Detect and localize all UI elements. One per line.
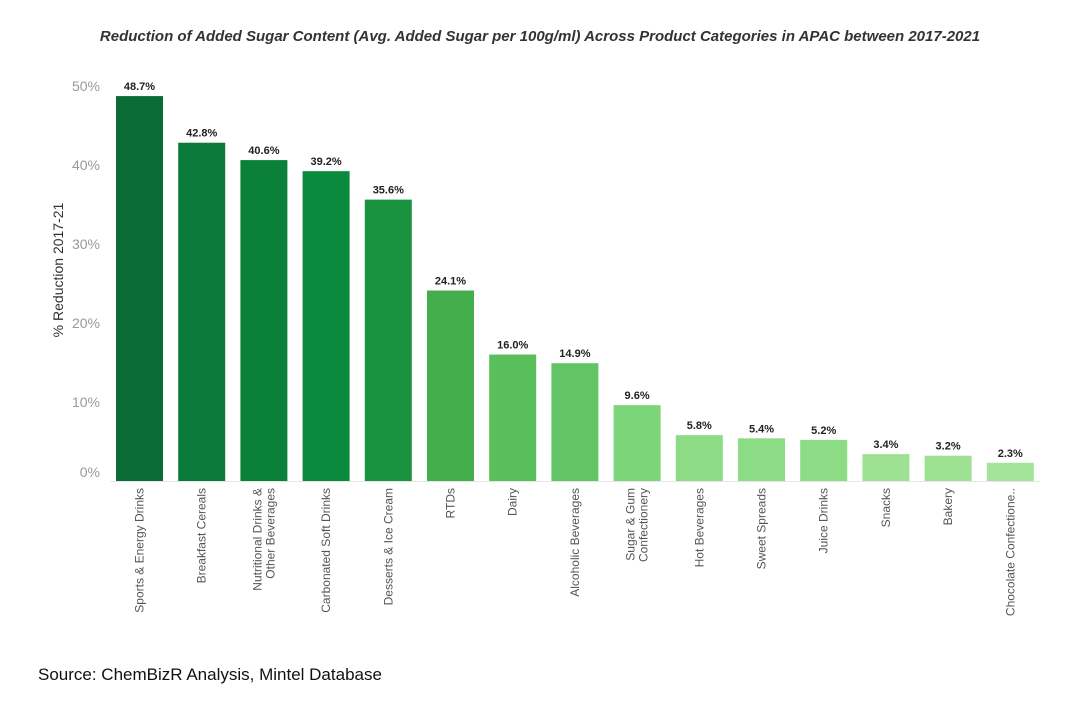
y-tick-label: 10% — [72, 394, 100, 410]
bar — [551, 363, 599, 481]
x-tick-label: Bakery — [941, 488, 955, 525]
x-tick-label: Alcoholic Beverages — [568, 488, 582, 597]
y-tick-label: 0% — [80, 464, 100, 480]
y-axis-title: % Reduction 2017-21 — [50, 202, 66, 337]
data-label: 5.4% — [749, 423, 774, 435]
x-tick-label: RTDs — [444, 488, 458, 518]
x-tick-label: Carbonated Soft Drinks — [319, 488, 333, 613]
x-tick-label: Juice Drinks — [817, 488, 831, 553]
data-label: 5.8% — [687, 420, 712, 432]
data-label: 42.8% — [186, 128, 217, 140]
data-label: 9.6% — [625, 390, 650, 402]
x-tick-label-line: Dairy — [506, 488, 520, 516]
x-tick-label: Desserts & Ice Cream — [381, 488, 395, 605]
x-tick-label: Sugar & Gum Confectionery — [624, 488, 651, 562]
x-tick-label-line: Chocolate Confectione.. — [1003, 488, 1017, 616]
bar — [178, 142, 226, 481]
y-tick-label: 20% — [72, 315, 100, 331]
data-label: 3.4% — [873, 439, 898, 451]
source-note: Source: ChemBizR Analysis, Mintel Databa… — [38, 665, 382, 684]
bar — [489, 354, 537, 481]
data-label: 2.3% — [998, 448, 1023, 460]
data-label: 3.2% — [936, 441, 961, 453]
data-label: 40.6% — [248, 145, 279, 157]
x-tick-label-line: Nutritional Drinks & — [250, 488, 264, 591]
data-label: 39.2% — [310, 156, 341, 168]
y-axis: 0% 10% 20% 30% 40% 50% — [72, 78, 100, 480]
x-tick-label-line: RTDs — [444, 488, 458, 518]
bars — [116, 96, 1034, 481]
x-tick-label-line: Sugar & Gum — [624, 488, 638, 561]
data-label: 35.6% — [373, 185, 404, 197]
bar — [924, 455, 972, 481]
bar — [738, 438, 785, 481]
bar — [986, 462, 1034, 481]
data-label: 24.1% — [435, 276, 466, 288]
bar — [302, 171, 350, 481]
y-tick-label: 40% — [72, 157, 100, 173]
chart-title: Reduction of Added Sugar Content (Avg. A… — [99, 28, 981, 45]
x-tick-label-line: Alcoholic Beverages — [568, 488, 582, 597]
x-tick-label-line: Hot Beverages — [692, 488, 706, 567]
x-tick-label-line: Sweet Spreads — [755, 488, 769, 569]
x-tick-label-line: Desserts & Ice Cream — [381, 488, 395, 605]
x-tick-label-line: Other Beverages — [263, 488, 277, 579]
x-tick-label-line: Juice Drinks — [817, 488, 831, 553]
x-tick-label: Chocolate Confectione.. — [1003, 488, 1017, 616]
bar — [800, 439, 848, 481]
x-tick-label: Breakfast Cereals — [195, 488, 209, 583]
bar — [613, 405, 661, 481]
x-tick-label-line: Carbonated Soft Drinks — [319, 488, 333, 613]
data-label: 14.9% — [559, 348, 590, 360]
bar — [427, 290, 474, 481]
x-tick-label-line: Bakery — [941, 488, 955, 525]
x-tick-label-line: Snacks — [879, 488, 893, 527]
x-tick-label-line: Sports & Energy Drinks — [133, 488, 147, 613]
y-tick-label: 30% — [72, 236, 100, 252]
data-label: 5.2% — [811, 425, 836, 437]
bar — [116, 96, 163, 481]
bar — [862, 454, 910, 481]
x-tick-label: Hot Beverages — [692, 488, 706, 567]
data-labels: 48.7% 42.8% 40.6% 39.2% 35.6% 24.1% 16.0% 14.9%… — [124, 81, 1023, 460]
x-tick-label: Dairy — [506, 488, 520, 516]
x-tick-label: Nutritional Drinks & Other Beverages — [250, 488, 277, 591]
x-tick-label-line: Confectionery — [637, 488, 651, 562]
x-tick-label: Snacks — [879, 488, 893, 527]
x-axis: Sports & Energy Drinks Breakfast Cereals N… — [110, 481, 1040, 616]
bar — [364, 199, 412, 481]
x-tick-label: Sports & Energy Drinks — [133, 488, 147, 613]
y-tick-label: 50% — [72, 78, 100, 94]
data-label: 48.7% — [124, 81, 155, 93]
data-label: 16.0% — [497, 340, 528, 352]
bar — [240, 160, 288, 481]
x-tick-label-line: Breakfast Cereals — [195, 488, 209, 583]
x-tick-label: Sweet Spreads — [755, 488, 769, 569]
bar — [675, 435, 723, 481]
